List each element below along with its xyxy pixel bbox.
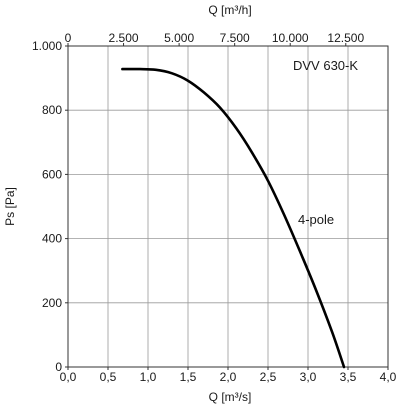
y-tick-label: 400: [42, 232, 62, 246]
y-tick-label: 1.000: [32, 39, 62, 53]
x-tick-label: 0,5: [100, 370, 117, 384]
y-tick-label: 800: [42, 103, 62, 117]
top-axis-title: Q [m³/h]: [208, 3, 251, 17]
x-tick-label: 4,0: [380, 370, 397, 384]
x2-tick-label: 12.500: [327, 31, 364, 45]
series: [121, 67, 346, 369]
x2-tick-label: 2.500: [109, 31, 139, 45]
x-tick-label: 2,0: [220, 370, 237, 384]
x2-tick-label: 10.000: [272, 31, 309, 45]
y-tick-label: 0: [55, 360, 62, 374]
x-tick-label: 2,5: [260, 370, 277, 384]
y-tick-label: 600: [42, 167, 62, 181]
x-tick-label: 1,0: [140, 370, 157, 384]
series-line-0: [121, 67, 346, 369]
x-tick-label: 1,5: [180, 370, 197, 384]
series-label-4-pole: 4-pole: [298, 212, 334, 227]
x-tick-label: 3,5: [340, 370, 357, 384]
x2-tick-label: 7.500: [220, 31, 250, 45]
x2-tick-label: 5.000: [164, 31, 194, 45]
tick-labels: 0,0 0,5 1,0 1,5 2,0 2,5 3,0 3,5 4,0 0 2.500 5.000 7.…: [32, 31, 397, 384]
x-tick-label: 3,0: [300, 370, 317, 384]
y-axis-title: Ps [Pa]: [3, 187, 17, 226]
model-label: DVV 630-K: [293, 58, 358, 73]
x2-tick-label: 0: [65, 31, 72, 45]
grid: [67, 45, 389, 368]
x-tick-label: 0,0: [60, 370, 77, 384]
x-axis-title: Q [m³/s]: [209, 390, 252, 404]
y-tick-label: 200: [42, 296, 62, 310]
